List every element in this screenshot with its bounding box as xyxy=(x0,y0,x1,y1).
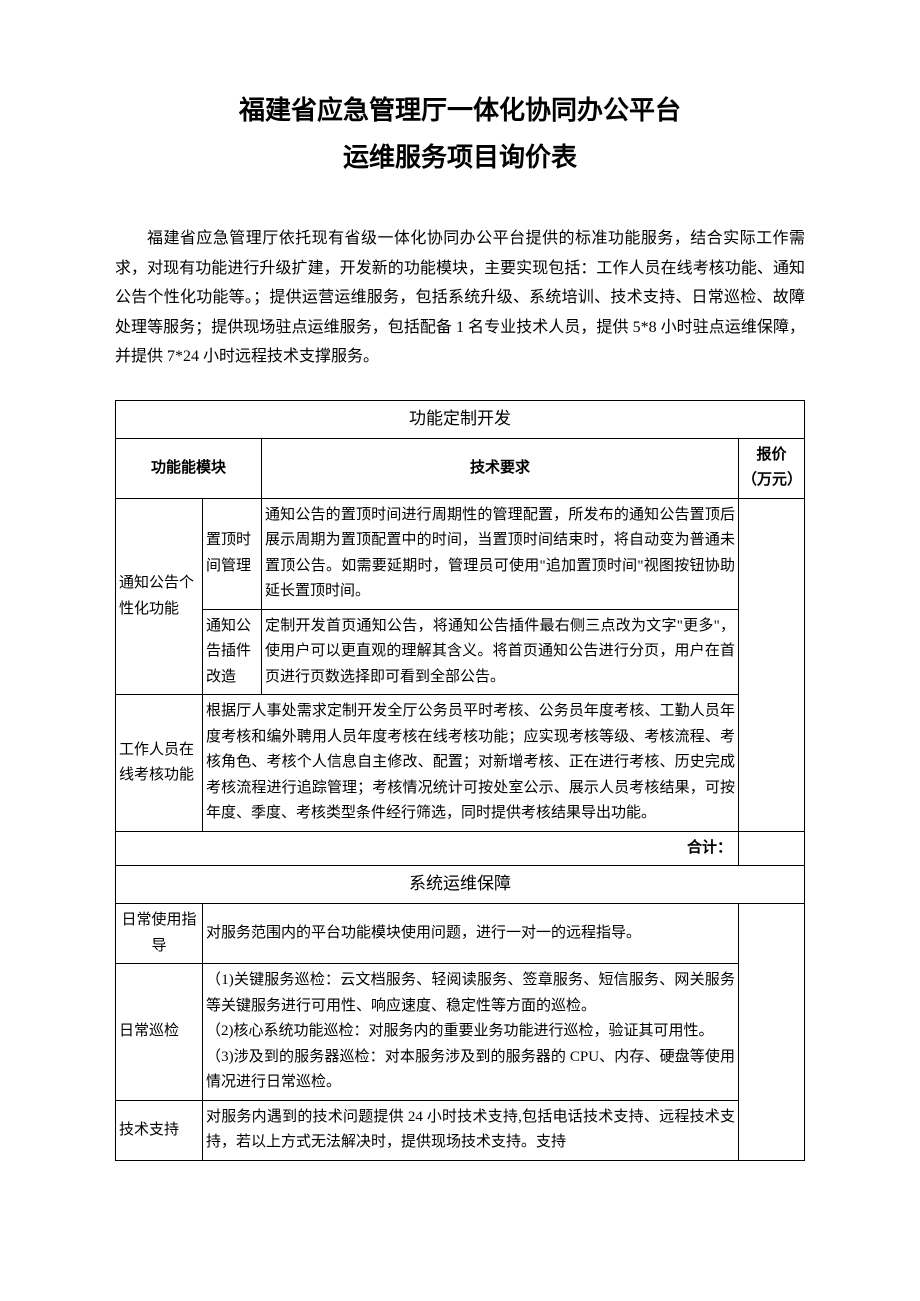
section2-title: 系统运维保障 xyxy=(116,866,805,904)
section2-header-row: 系统运维保障 xyxy=(116,866,805,904)
column-header-row: 功能能模块 技术要求 报价（万元） xyxy=(116,438,805,498)
row1-sub1: 置顶时间管理 xyxy=(203,498,262,609)
row1-desc2: 定制开发首页通知公告，将通知公告插件最右侧三点改为文字"更多"，使用户可以更直观… xyxy=(262,609,739,695)
ops-row3-desc: 对服务内遇到的技术问题提供 24 小时技术支持,包括电话技术支持、远程技术支持，… xyxy=(203,1100,739,1160)
ops-row1-desc: 对服务范围内的平台功能模块使用问题，进行一对一的远程指导。 xyxy=(203,904,739,964)
table-row: 技术支持 对服务内遇到的技术问题提供 24 小时技术支持,包括电话技术支持、远程… xyxy=(116,1100,805,1160)
main-table: 功能定制开发 功能能模块 技术要求 报价（万元） 通知公告个性化功能 置顶时间管… xyxy=(115,400,805,1161)
ops-price xyxy=(739,904,805,1161)
row-price-dev xyxy=(739,498,805,831)
ops-row1-module: 日常使用指导 xyxy=(116,904,203,964)
table-row: 日常巡检 （1)关键服务巡检：云文档服务、轻阅读服务、签章服务、短信服务、网关服… xyxy=(116,964,805,1101)
col-price-header: 报价（万元） xyxy=(739,438,805,498)
title-line-1: 福建省应急管理厅一体化协同办公平台 xyxy=(115,90,805,127)
document-page: 福建省应急管理厅一体化协同办公平台 运维服务项目询价表 福建省应急管理厅依托现有… xyxy=(0,0,920,1201)
table-row: 通知公告插件改造 定制开发首页通知公告，将通知公告插件最右侧三点改为文字"更多"… xyxy=(116,609,805,695)
title-line-2: 运维服务项目询价表 xyxy=(115,137,805,174)
table-row: 通知公告个性化功能 置顶时间管理 通知公告的置顶时间进行周期性的管理配置，所发布… xyxy=(116,498,805,609)
section1-header-row: 功能定制开发 xyxy=(116,400,805,438)
ops-row2-desc: （1)关键服务巡检：云文档服务、轻阅读服务、签章服务、短信服务、网关服务等关键服… xyxy=(203,964,739,1101)
row2-module: 工作人员在线考核功能 xyxy=(116,695,203,832)
row2-desc: 根据厅人事处需求定制开发全厅公务员平时考核、公务员年度考核、工勤人员年度考核和编… xyxy=(203,695,739,832)
col-module-header: 功能能模块 xyxy=(116,438,262,498)
ops-row2-module: 日常巡检 xyxy=(116,964,203,1101)
col-req-header: 技术要求 xyxy=(262,438,739,498)
intro-paragraph: 福建省应急管理厅依托现有省级一体化协同办公平台提供的标准功能服务，结合实际工作需… xyxy=(115,224,805,372)
table-row: 工作人员在线考核功能 根据厅人事处需求定制开发全厅公务员平时考核、公务员年度考核… xyxy=(116,695,805,832)
section1-title: 功能定制开发 xyxy=(116,400,805,438)
table-row: 日常使用指导 对服务范围内的平台功能模块使用问题，进行一对一的远程指导。 xyxy=(116,904,805,964)
total-row: 合计： xyxy=(116,831,805,866)
row1-module: 通知公告个性化功能 xyxy=(116,498,203,695)
row1-desc1: 通知公告的置顶时间进行周期性的管理配置，所发布的通知公告置顶后展示周期为置顶配置… xyxy=(262,498,739,609)
row1-sub2: 通知公告插件改造 xyxy=(203,609,262,695)
total-value xyxy=(739,831,805,866)
total-label: 合计： xyxy=(116,831,739,866)
ops-row3-module: 技术支持 xyxy=(116,1100,203,1160)
